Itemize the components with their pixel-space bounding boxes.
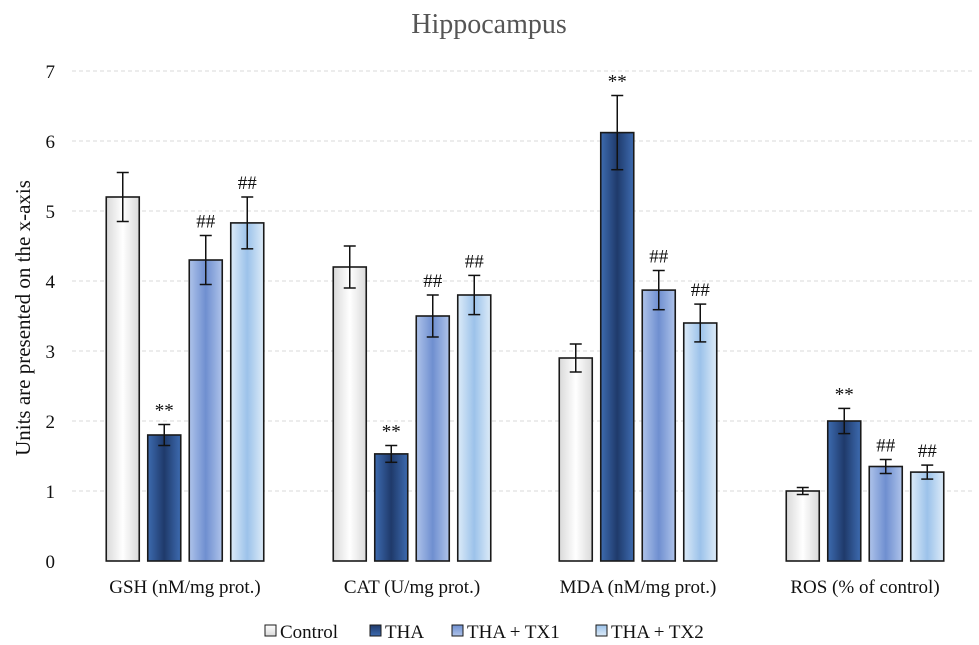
bar (599, 131, 635, 562)
significance-label: ** (155, 401, 174, 422)
bar (415, 315, 451, 562)
x-tick-label: ROS (% of control) (790, 577, 939, 598)
bar (456, 294, 492, 562)
legend-item: THA + TX2 (595, 622, 704, 643)
bar (826, 420, 862, 562)
significance-label: ** (382, 422, 401, 443)
x-tick-label: MDA (nM/mg prot.) (560, 577, 717, 598)
significance-label: ## (876, 436, 896, 457)
bar (558, 357, 594, 562)
bar (868, 465, 904, 562)
significance-label: ## (196, 212, 216, 233)
significance-label: ## (238, 173, 258, 194)
bar (105, 196, 141, 562)
legend-label: THA (385, 622, 424, 643)
y-tick-label: 4 (46, 272, 56, 293)
bar (785, 490, 821, 562)
legend-item: THA (369, 622, 424, 643)
y-tick-label: 0 (46, 552, 56, 573)
legend-label: THA + TX2 (611, 622, 704, 643)
bar (641, 289, 677, 562)
x-tick-label: GSH (nM/mg prot.) (109, 577, 260, 598)
y-tick-label: 7 (46, 62, 56, 83)
legend-swatch (264, 624, 277, 637)
significance-label: ## (465, 251, 485, 272)
bar (332, 266, 368, 562)
significance-label: ## (691, 280, 711, 301)
legend: Control THA THA + TX1 THA + TX2 (264, 622, 704, 643)
bar (682, 322, 718, 562)
bar (229, 222, 265, 562)
bar (146, 434, 182, 562)
y-tick-label: 2 (46, 412, 56, 433)
chart-title: Hippocampus (411, 9, 567, 40)
y-axis-label: Units are presented on the x-axis (11, 180, 35, 456)
bar (373, 453, 409, 562)
bars: ** ## ## ** ## ## ** ## ## ** ## ## (105, 72, 945, 562)
legend-swatch (369, 624, 382, 637)
legend-item: Control (264, 622, 338, 643)
y-tick-label: 5 (46, 202, 56, 223)
legend-label: Control (280, 622, 338, 643)
y-tick-label: 1 (46, 482, 56, 503)
legend-swatch (595, 624, 608, 637)
x-tick-label: CAT (U/mg prot.) (344, 577, 480, 598)
category-labels: GSH (nM/mg prot.) CAT (U/mg prot.) MDA (nM… (109, 577, 939, 598)
y-tick-labels: 0 1 2 3 4 5 6 7 (46, 62, 56, 573)
bar (188, 259, 224, 562)
y-tick-label: 6 (46, 132, 56, 153)
y-tick-label: 3 (46, 342, 56, 363)
significance-label: ## (918, 441, 938, 462)
legend-label: THA + TX1 (467, 622, 560, 643)
significance-label: ** (835, 384, 854, 405)
significance-label: ## (649, 247, 669, 268)
significance-label: ** (608, 72, 627, 93)
legend-item: THA + TX1 (451, 622, 560, 643)
bar (909, 471, 945, 562)
significance-label: ## (423, 271, 443, 292)
legend-swatch (451, 624, 464, 637)
